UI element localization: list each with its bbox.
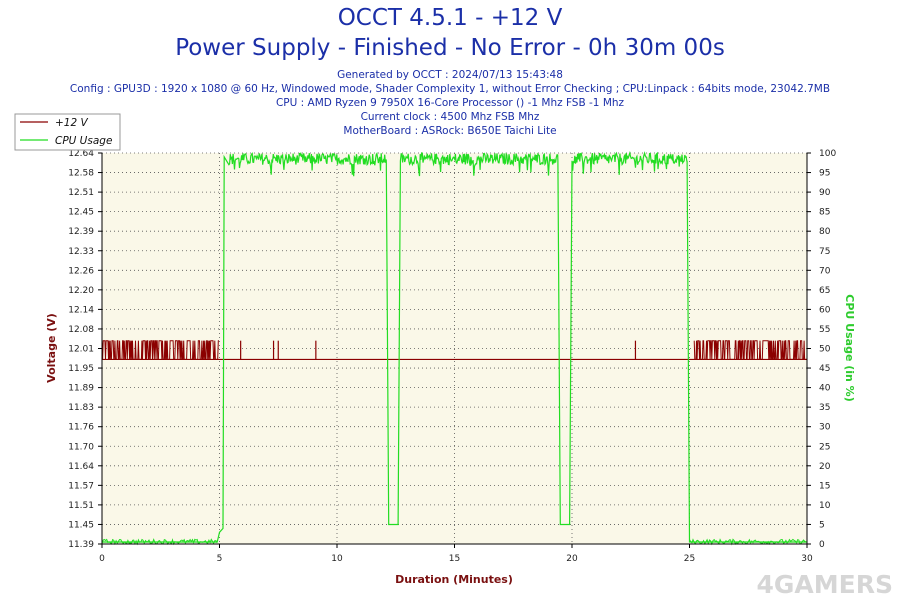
y-left-tick-label: 12.14 <box>68 305 94 315</box>
voltage-series-fluctuation <box>693 340 807 360</box>
y-left-tick-label: 12.33 <box>68 247 94 257</box>
x-tick-label: 20 <box>566 554 578 564</box>
watermark-logo: 4GAMERS <box>757 570 893 599</box>
y-right-tick-label: 30 <box>819 423 831 433</box>
y-left-tick-label: 11.45 <box>68 520 94 530</box>
y-right-tick-label: 25 <box>819 442 830 452</box>
y-right-ticks: 0 5 10 15 20 25 30 35 40 45 50 55 60 65 70 75 80 85 90 95 10… <box>807 149 836 550</box>
y-left-tick-label: 11.64 <box>68 462 94 472</box>
y-left-tick-label: 11.57 <box>68 481 94 491</box>
generated-info: Generated by OCCT : 2024/07/13 15:43:48 <box>337 69 563 81</box>
cpu-info: CPU : AMD Ryzen 9 7950X 16-Core Processo… <box>275 97 625 109</box>
cpu-usage-idle-noise <box>689 538 807 546</box>
y-left-tick-label: 12.01 <box>68 345 94 355</box>
x-tick-label: 15 <box>449 554 460 564</box>
x-tick-label: 5 <box>217 554 223 564</box>
voltage-series-fluctuation <box>101 340 219 360</box>
y-right-tick-label: 65 <box>819 286 830 296</box>
y-right-tick-label: 20 <box>819 462 831 472</box>
y-right-tick-label: 40 <box>819 384 831 394</box>
y-right-tick-label: 45 <box>819 364 830 374</box>
legend: +12 V CPU Usage <box>14 113 121 151</box>
legend-label-cpu: CPU Usage <box>55 135 112 147</box>
y-left-tick-label: 12.58 <box>68 169 94 179</box>
y-right-tick-label: 60 <box>819 305 831 315</box>
cpu-usage-idle-noise <box>101 538 218 546</box>
x-tick-label: 25 <box>684 554 695 564</box>
y-right-tick-label: 10 <box>819 501 831 511</box>
y-left-tick-label: 11.89 <box>68 384 94 394</box>
y-left-tick-label: 12.20 <box>68 286 94 296</box>
config-info: Config : GPU3D : 1920 x 1080 @ 60 Hz, Wi… <box>69 83 831 95</box>
chart-title-line1: OCCT 4.5.1 - +12 V <box>337 5 563 31</box>
x-axis-label: Duration (Minutes) <box>395 573 513 586</box>
y-left-tick-label: 11.70 <box>68 442 94 452</box>
y-left-axis-label: Voltage (V) <box>45 313 58 383</box>
y-right-tick-label: 5 <box>819 520 825 530</box>
legend-box <box>14 113 121 151</box>
clock-info: Current clock : 4500 Mhz FSB Mhz <box>360 111 540 123</box>
series-layer <box>101 150 807 546</box>
x-ticks: 0 5 10 15 20 25 30 <box>99 544 813 564</box>
y-right-axis-label: CPU Usage (in %) <box>843 294 856 401</box>
legend-label-voltage: +12 V <box>55 117 88 129</box>
x-tick-label: 30 <box>801 554 813 564</box>
y-left-tick-label: 12.51 <box>68 188 94 198</box>
y-right-tick-label: 75 <box>819 247 830 257</box>
y-right-tick-label: 90 <box>819 188 831 198</box>
y-right-tick-label: 50 <box>819 345 831 355</box>
y-right-tick-label: 80 <box>819 227 831 237</box>
y-left-ticks: 11.39 11.45 11.51 11.57 11.64 11.70 11.76 11.83… <box>68 149 102 550</box>
y-right-tick-label: 85 <box>819 208 830 218</box>
x-tick-label: 0 <box>99 554 105 564</box>
y-left-tick-label: 11.51 <box>68 501 94 511</box>
x-tick-label: 10 <box>331 554 343 564</box>
y-right-tick-label: 0 <box>819 540 825 550</box>
y-left-tick-label: 11.76 <box>68 423 94 433</box>
y-right-tick-label: 55 <box>819 325 830 335</box>
y-left-tick-label: 11.83 <box>68 403 94 413</box>
y-right-tick-label: 15 <box>819 481 830 491</box>
y-right-tick-label: 35 <box>819 403 830 413</box>
y-left-tick-label: 12.39 <box>68 227 94 237</box>
cpu-usage-series-line <box>102 150 807 543</box>
y-left-tick-label: 12.08 <box>68 325 94 335</box>
y-left-tick-label: 12.45 <box>68 208 94 218</box>
y-left-tick-label: 12.26 <box>68 266 94 276</box>
y-right-tick-label: 100 <box>819 149 836 159</box>
motherboard-info: MotherBoard : ASRock: B650E Taichi Lite <box>343 125 557 137</box>
y-left-tick-label: 11.95 <box>68 364 94 374</box>
chart-title-line2: Power Supply - Finished - No Error - 0h … <box>175 35 725 61</box>
y-left-tick-label: 11.39 <box>68 540 94 550</box>
y-left-tick-label: 12.64 <box>68 149 94 159</box>
y-right-tick-label: 70 <box>819 266 831 276</box>
y-right-tick-label: 95 <box>819 169 830 179</box>
